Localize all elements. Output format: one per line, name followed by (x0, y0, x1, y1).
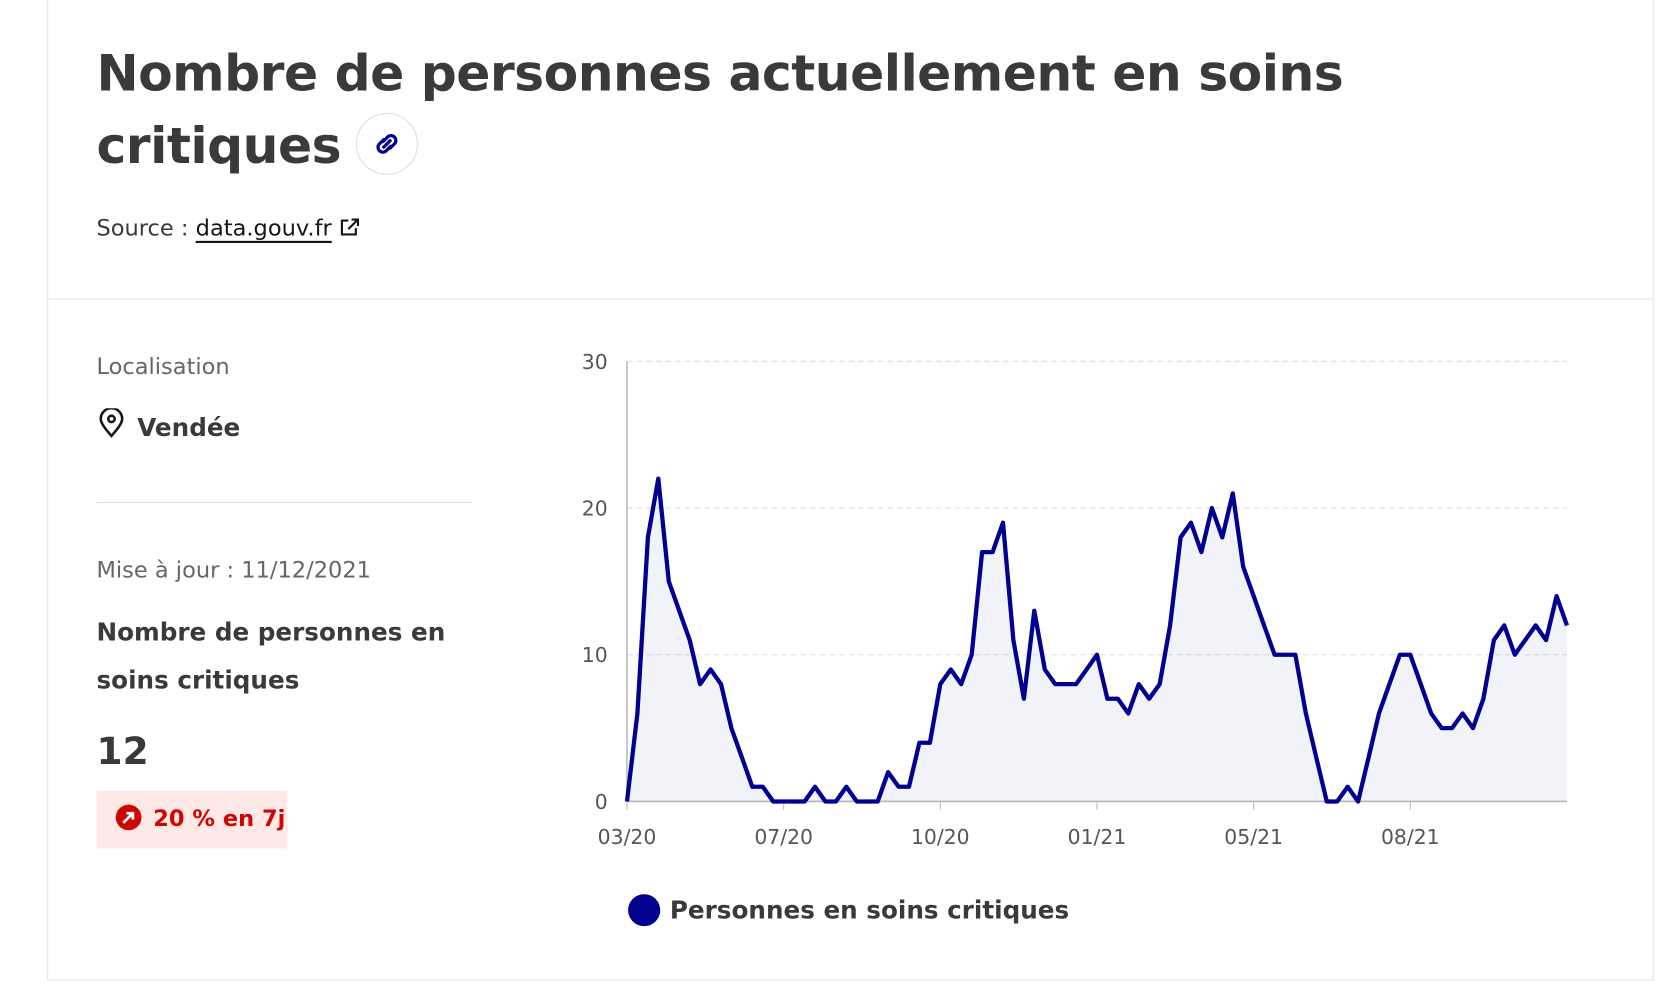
trend-icon (115, 804, 142, 831)
y-tick-label: 10 (582, 643, 608, 667)
copy-link-button[interactable] (356, 112, 419, 175)
legend-label: Personnes en soins critiques (670, 896, 1069, 925)
source: Source : data.gouv.fr (96, 215, 361, 241)
chart: 0 10 20 30 03/20 07/20 10/20 01/21 05/21 08/21 Per… (582, 350, 1569, 927)
title-text: Nombre de personnes actuellement en soin… (96, 44, 1344, 176)
x-tick-label: 05/21 (1224, 825, 1283, 849)
source-label: Source : (96, 215, 189, 241)
x-tick-label: 07/20 (754, 825, 813, 849)
sidebar-divider (96, 501, 473, 504)
title: Nombre de personnes actuellement en soin… (96, 38, 1382, 183)
external-icon (340, 218, 359, 236)
line (624, 476, 1569, 804)
pin-icon (99, 408, 124, 438)
x-tick-label: 10/20 (911, 825, 970, 849)
link-icon (376, 133, 398, 154)
y-tick-label: 0 (595, 790, 608, 814)
y-tick-label: 20 (582, 497, 608, 521)
y-tick-label: 30 (582, 350, 608, 374)
card (47, 0, 1654, 981)
area (627, 478, 1567, 802)
trend-badge: 20 % en 7j (96, 790, 288, 849)
legend-marker (628, 894, 661, 927)
location-label: Localisation (96, 353, 230, 380)
source-link[interactable]: data.gouv.fr (195, 215, 332, 241)
x-tick-label: 08/21 (1381, 825, 1440, 849)
divider (47, 298, 1653, 300)
location: Vendée (137, 414, 241, 443)
x-tick-label: 01/21 (1068, 825, 1127, 849)
x-tick-label: 03/20 (598, 825, 657, 849)
trend-text: 20 % en 7j (153, 805, 286, 832)
indicator-value: 12 (96, 731, 149, 774)
updated: Mise à jour : 11/12/2021 (96, 557, 371, 583)
indicator-label: Nombre de personnes en soins critiques (96, 619, 446, 695)
